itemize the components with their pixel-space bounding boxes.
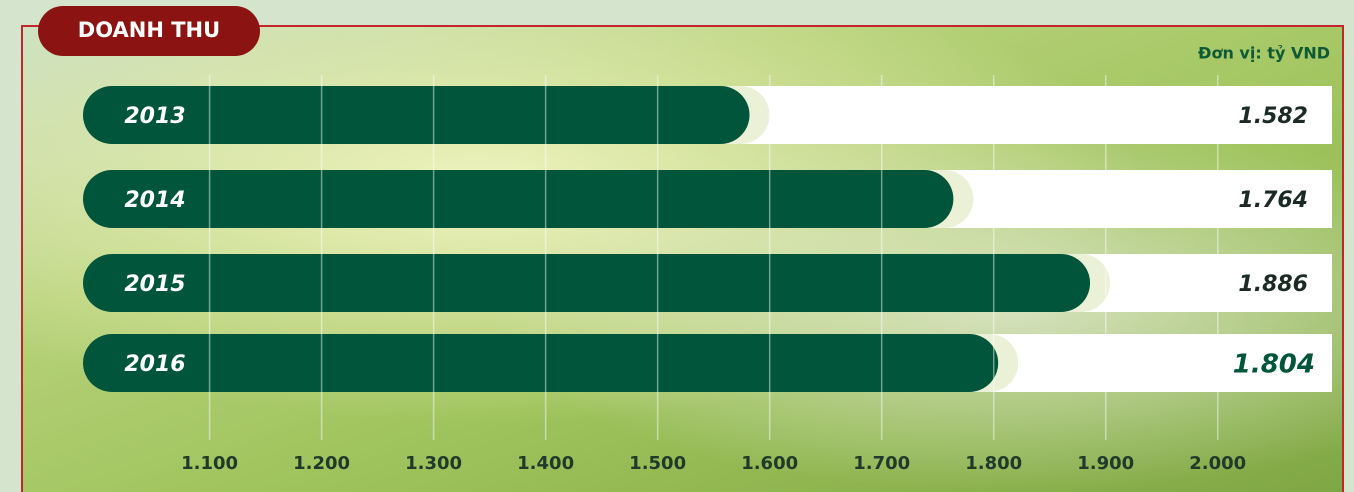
value-label: 1.582 [1238, 104, 1308, 129]
x-tick-label: 1.600 [741, 453, 798, 474]
unit-label: Đơn vị: tỷ VND [1198, 44, 1330, 63]
x-tick-label: 1.100 [181, 453, 238, 474]
x-tick-label: 1.900 [1077, 453, 1134, 474]
category-label: 2013 [124, 104, 185, 129]
x-tick-label: 1.400 [517, 453, 574, 474]
value-label: 1.886 [1238, 272, 1308, 297]
value-label: 1.764 [1238, 188, 1308, 213]
x-tick-label: 1.700 [853, 453, 910, 474]
chart: DOANH THU Đơn vị: tỷ VND 2013 1.582 2014 1.… [0, 0, 1354, 492]
category-label: 2014 [124, 188, 185, 213]
x-tick-label: 1.200 [293, 453, 350, 474]
value-label: 1.804 [1233, 350, 1315, 380]
x-tick-label: 1.300 [405, 453, 462, 474]
bar [83, 170, 953, 228]
category-label: 2015 [124, 272, 185, 297]
x-tick-label: 2.000 [1189, 453, 1246, 474]
x-tick-label: 1.500 [629, 453, 686, 474]
chart-title: DOANH THU [78, 18, 220, 42]
bar [83, 334, 998, 392]
category-label: 2016 [124, 352, 185, 377]
bar [83, 254, 1090, 312]
x-tick-label: 1.800 [965, 453, 1022, 474]
